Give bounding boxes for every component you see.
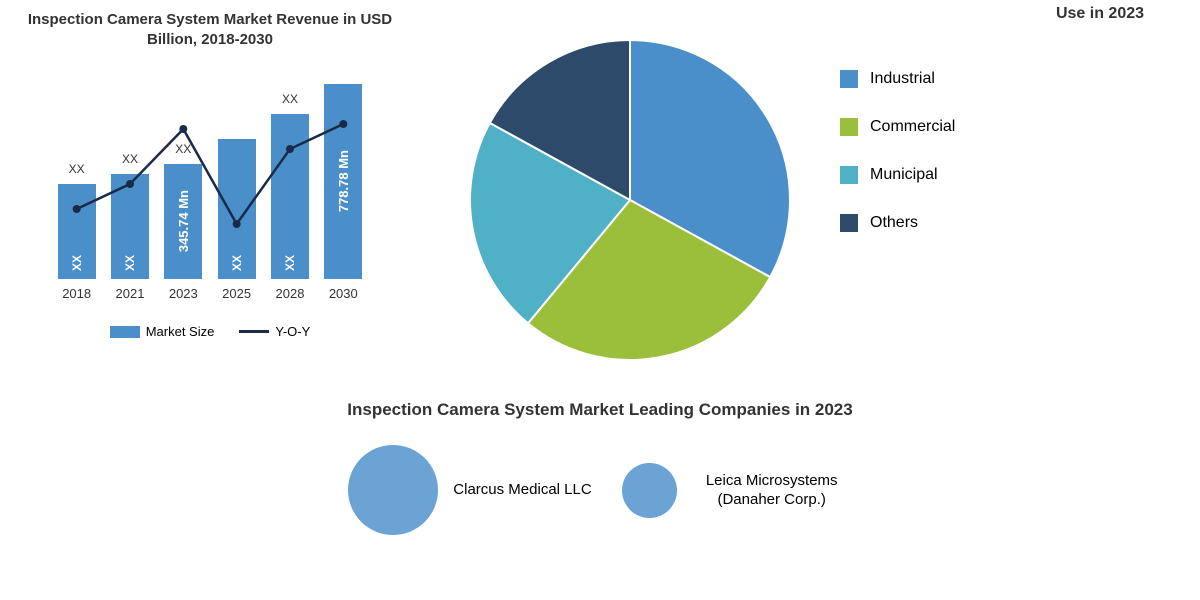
bar-value-label: 778.78 Mn [336,150,351,212]
bar-bottom-label: XX [70,255,84,271]
x-axis-label: 2028 [271,286,309,301]
x-axis-label: 2021 [111,286,149,301]
bar-chart-title: Inspection Camera System Market Revenue … [20,10,400,49]
pie-legend-swatch [840,166,858,184]
bar-bottom-label: XX [283,255,297,271]
bar-chart-section: Inspection Camera System Market Revenue … [20,10,400,390]
company-label: Leica Microsystems (Danaher Corp.) [692,471,852,510]
company-item: Clarcus Medical LLC [348,445,591,535]
x-axis-label: 2030 [324,286,362,301]
pie-legend-label: Commercial [870,118,955,136]
legend-bar-swatch [110,326,140,338]
bar: XXXX [111,174,149,279]
x-axis-label: 2023 [164,286,202,301]
bar-top-label: XX [122,152,138,166]
pie-legend-item: Commercial [840,118,955,136]
bar-bottom-label: XX [230,255,244,271]
pie-legend-item: Others [840,214,955,232]
companies-title: Inspection Camera System Market Leading … [20,400,1180,420]
company-item: Leica Microsystems (Danaher Corp.) [622,463,852,518]
company-label: Clarcus Medical LLC [453,480,591,500]
pie-legend-item: Municipal [840,166,955,184]
pie-chart-section: Use in 2023 IndustrialCommercialMunicipa… [400,10,1180,390]
legend-bar-label: Market Size [146,324,215,339]
bar: XX345.74 Mn [164,164,202,279]
bar-chart-area: XXXXXXXXXX345.74 MnXXXXXX778.78 Mn 20182… [40,59,380,319]
bar-top-label: XX [69,162,85,176]
bar-top-label: XX [282,92,298,106]
pie-chart [460,30,800,370]
bar-value-label: 345.74 Mn [176,190,191,252]
pie-legend-item: Industrial [840,70,955,88]
pie-legend-label: Industrial [870,70,935,88]
bar-top-label: XX [175,142,191,156]
bar: XXXX [58,184,96,279]
bar-bottom-label: XX [123,255,137,271]
bar: XX [218,139,256,279]
company-bubble [348,445,438,535]
legend-line-label: Y-O-Y [275,324,310,339]
bar: 778.78 Mn [324,84,362,279]
companies-section: Inspection Camera System Market Leading … [20,390,1180,590]
legend-line-swatch [239,330,269,333]
company-bubble [622,463,677,518]
pie-legend-label: Municipal [870,166,938,184]
bar-chart-legend: Market Size Y-O-Y [20,324,400,339]
pie-legend-label: Others [870,214,918,232]
pie-chart-legend: Industrial Commercial Municipal Others [840,70,955,390]
x-axis-label: 2025 [218,286,256,301]
x-axis-label: 2018 [58,286,96,301]
pie-legend-swatch [840,118,858,136]
pie-legend-swatch [840,70,858,88]
bar: XXXX [271,114,309,279]
pie-chart-title: Use in 2023 [1040,5,1160,23]
pie-legend-swatch [840,214,858,232]
